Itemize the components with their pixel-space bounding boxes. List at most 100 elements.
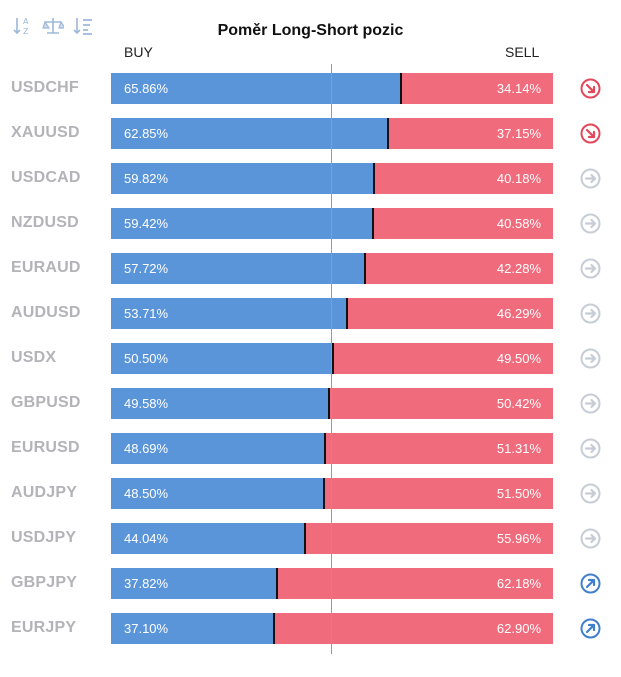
ratio-row: GBPUSD 49.58% 50.42%: [0, 388, 621, 419]
buy-header: BUY: [124, 44, 153, 60]
ratio-row: USDCAD 59.82% 40.18%: [0, 163, 621, 194]
buy-segment: 59.82%: [111, 163, 376, 194]
buy-percent: 37.82%: [124, 576, 169, 591]
symbol-label[interactable]: AUDUSD: [11, 304, 81, 321]
buy-segment: 62.85%: [111, 118, 389, 149]
ratio-row: EURAUD 57.72% 42.28%: [0, 253, 621, 284]
signal-up-icon[interactable]: [580, 573, 601, 594]
sell-percent: 62.90%: [496, 621, 541, 636]
buy-segment: 53.71%: [111, 298, 349, 329]
buy-segment: 44.04%: [111, 523, 306, 554]
symbol-label[interactable]: NZDUSD: [11, 214, 79, 231]
ratio-bar[interactable]: 48.69% 51.31%: [111, 433, 553, 464]
sell-segment: 42.28%: [366, 253, 553, 284]
signal-neutral-icon[interactable]: [580, 303, 601, 324]
ratio-bar[interactable]: 62.85% 37.15%: [111, 118, 553, 149]
signal-down-icon[interactable]: [580, 123, 601, 144]
buy-percent: 44.04%: [124, 531, 169, 546]
ratio-row: EURUSD 48.69% 51.31%: [0, 433, 621, 464]
sell-percent: 50.42%: [496, 396, 541, 411]
symbol-label[interactable]: AUDJPY: [11, 484, 78, 501]
buy-percent: 53.71%: [124, 306, 169, 321]
buy-percent: 65.86%: [124, 81, 169, 96]
signal-up-icon[interactable]: [580, 618, 601, 639]
signal-neutral-icon[interactable]: [580, 168, 601, 189]
signal-neutral-icon[interactable]: [580, 438, 601, 459]
buy-segment: 49.58%: [111, 388, 331, 419]
signal-neutral-icon[interactable]: [580, 393, 601, 414]
ratio-bar[interactable]: 37.10% 62.90%: [111, 613, 553, 644]
ratio-bar[interactable]: 57.72% 42.28%: [111, 253, 553, 284]
symbol-label[interactable]: EURAUD: [11, 259, 81, 276]
ratio-bar[interactable]: 48.50% 51.50%: [111, 478, 553, 509]
sell-percent: 37.15%: [496, 126, 541, 141]
sell-percent: 62.18%: [496, 576, 541, 591]
sell-segment: 37.15%: [388, 118, 553, 149]
chart-title: Poměr Long-Short pozic: [217, 22, 404, 39]
ratio-bar[interactable]: 53.71% 46.29%: [111, 298, 553, 329]
sell-segment: 51.31%: [326, 433, 553, 464]
sell-percent: 40.18%: [496, 171, 541, 186]
svg-text:Z: Z: [23, 27, 29, 36]
symbol-label[interactable]: XAUUSD: [11, 124, 80, 141]
ratio-bar[interactable]: 49.58% 50.42%: [111, 388, 553, 419]
sell-percent: 51.31%: [496, 441, 541, 456]
buy-segment: 37.10%: [111, 613, 275, 644]
symbol-label[interactable]: GBPJPY: [11, 574, 78, 591]
balance-icon[interactable]: [42, 14, 64, 38]
buy-percent: 57.72%: [124, 261, 169, 276]
sell-segment: 50.42%: [330, 388, 553, 419]
sell-percent: 34.14%: [496, 81, 541, 96]
sell-segment: 51.50%: [325, 478, 553, 509]
ratio-bar[interactable]: 44.04% 55.96%: [111, 523, 553, 554]
sell-percent: 49.50%: [496, 351, 541, 366]
ratio-row: AUDUSD 53.71% 46.29%: [0, 298, 621, 329]
ratio-bar[interactable]: 65.86% 34.14%: [111, 73, 553, 104]
buy-percent: 48.69%: [124, 441, 169, 456]
symbol-label[interactable]: EURJPY: [11, 619, 77, 636]
buy-segment: 48.50%: [111, 478, 326, 509]
symbol-label[interactable]: USDX: [11, 349, 57, 366]
signal-down-icon[interactable]: [580, 78, 601, 99]
buy-segment: 57.72%: [111, 253, 367, 284]
buy-segment: 37.82%: [111, 568, 279, 599]
signal-neutral-icon[interactable]: [580, 348, 601, 369]
sell-percent: 40.58%: [496, 216, 541, 231]
ratio-bar[interactable]: 50.50% 49.50%: [111, 343, 553, 374]
sell-segment: 62.18%: [278, 568, 553, 599]
ratio-row: GBPJPY 37.82% 62.18%: [0, 568, 621, 599]
ratio-row: EURJPY 37.10% 62.90%: [0, 613, 621, 644]
sell-header: SELL: [505, 44, 540, 60]
sell-segment: 49.50%: [334, 343, 553, 374]
toolbar: A Z: [12, 14, 94, 38]
signal-neutral-icon[interactable]: [580, 528, 601, 549]
sell-segment: 34.14%: [402, 73, 553, 104]
svg-text:A: A: [23, 17, 29, 26]
sort-alpha-icon[interactable]: A Z: [12, 14, 34, 38]
buy-percent: 49.58%: [124, 396, 169, 411]
buy-segment: 50.50%: [111, 343, 335, 374]
sell-segment: 62.90%: [274, 613, 553, 644]
signal-neutral-icon[interactable]: [580, 483, 601, 504]
ratio-row: AUDJPY 48.50% 51.50%: [0, 478, 621, 509]
ratio-bar[interactable]: 37.82% 62.18%: [111, 568, 553, 599]
sell-percent: 42.28%: [496, 261, 541, 276]
sell-segment: 40.18%: [375, 163, 553, 194]
ratio-bar[interactable]: 59.82% 40.18%: [111, 163, 553, 194]
sell-segment: 46.29%: [348, 298, 553, 329]
ratio-row: NZDUSD 59.42% 40.58%: [0, 208, 621, 239]
fifty-percent-line: [331, 64, 332, 654]
symbol-label[interactable]: GBPUSD: [11, 394, 81, 411]
symbol-label[interactable]: USDJPY: [11, 529, 77, 546]
symbol-label[interactable]: EURUSD: [11, 439, 80, 456]
sell-percent: 51.50%: [496, 486, 541, 501]
ratio-row: XAUUSD 62.85% 37.15%: [0, 118, 621, 149]
symbol-label[interactable]: USDCHF: [11, 79, 79, 96]
signal-neutral-icon[interactable]: [580, 258, 601, 279]
signal-neutral-icon[interactable]: [580, 213, 601, 234]
symbol-label[interactable]: USDCAD: [11, 169, 81, 186]
buy-percent: 48.50%: [124, 486, 169, 501]
sort-list-icon[interactable]: [72, 14, 94, 38]
ratio-bar[interactable]: 59.42% 40.58%: [111, 208, 553, 239]
buy-percent: 37.10%: [124, 621, 169, 636]
